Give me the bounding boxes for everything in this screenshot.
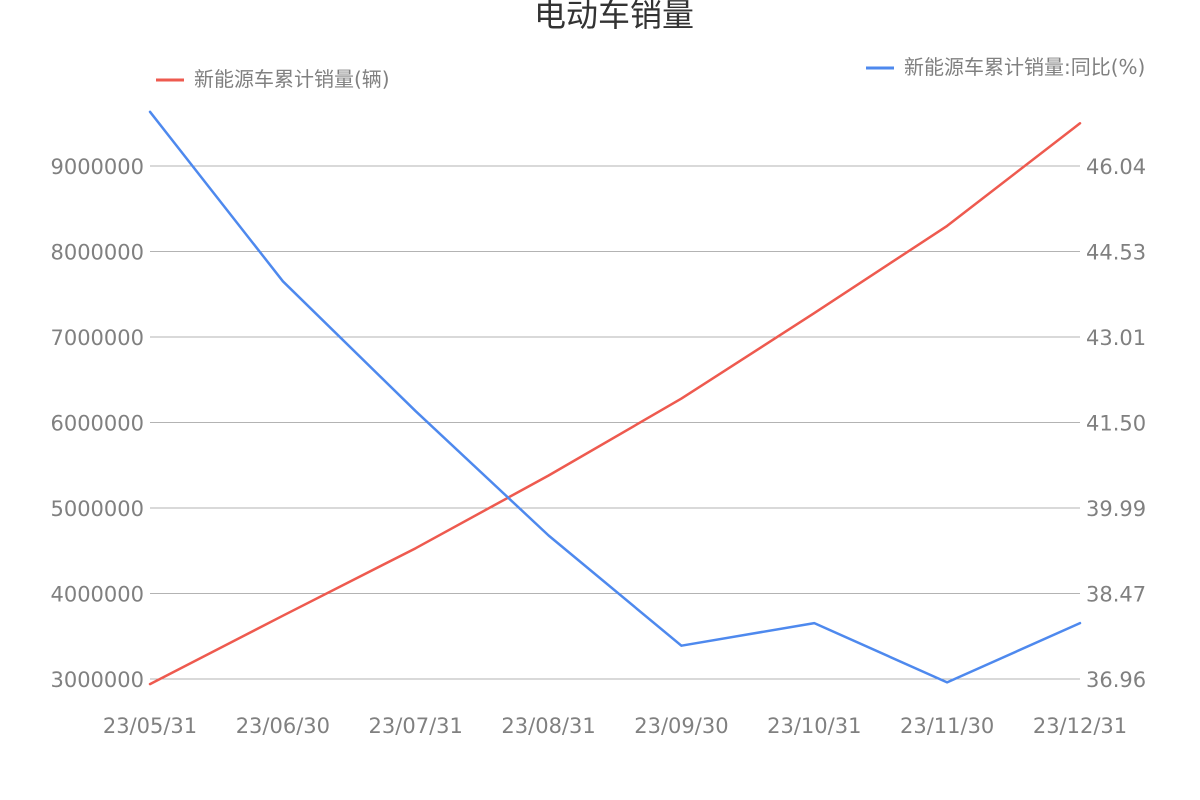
left-axis-tick-label: 5000000: [50, 497, 144, 521]
cumulative-sales-line: [148, 122, 1082, 686]
x-axis-tick-label: 23/12/31: [1033, 714, 1127, 738]
gridlines: [150, 165, 1080, 680]
left-axis-tick-label: 6000000: [50, 412, 144, 436]
left-axis-tick-label: 8000000: [50, 241, 144, 265]
left-axis-tick-label: 7000000: [50, 326, 144, 350]
x-axis-tick-label: 23/08/31: [501, 714, 595, 738]
left-axis-tick-label: 9000000: [50, 155, 144, 179]
yoy-growth-line: [148, 110, 1082, 684]
right-axis-tick-label: 46.04: [1086, 155, 1146, 179]
right-y-axis: 36.96 38.47 39.99 41.50 43.01 44.53 46.04: [1086, 155, 1146, 692]
right-axis-tick-label: 41.50: [1086, 412, 1146, 436]
legend-left: 新能源车累计销量(辆): [156, 67, 390, 91]
right-axis-tick-label: 36.96: [1086, 668, 1146, 692]
right-axis-tick-label: 38.47: [1086, 583, 1146, 607]
x-axis-tick-label: 23/07/31: [369, 714, 463, 738]
x-axis-tick-label: 23/10/31: [767, 714, 861, 738]
x-axis-tick-label: 23/09/30: [634, 714, 728, 738]
legend-right: 新能源车累计销量:同比(%): [866, 55, 1145, 79]
left-y-axis: 3000000 4000000 5000000 6000000 7000000 80000…: [50, 155, 144, 692]
right-axis-tick-label: 44.53: [1086, 241, 1146, 265]
right-axis-tick-label: 43.01: [1086, 326, 1146, 350]
left-axis-tick-label: 3000000: [50, 668, 144, 692]
right-axis-tick-label: 39.99: [1086, 497, 1146, 521]
legend-left-label: 新能源车累计销量(辆): [194, 67, 390, 91]
series-lines: [148, 110, 1082, 686]
x-axis-tick-label: 23/06/30: [236, 714, 330, 738]
x-axis-tick-label: 23/05/31: [103, 714, 197, 738]
x-axis: 23/05/31 23/06/30 23/07/31 23/08/31 23/09/30…: [103, 714, 1127, 738]
legend-right-label: 新能源车累计销量:同比(%): [904, 55, 1145, 79]
left-axis-tick-label: 4000000: [50, 583, 144, 607]
chart-title: 电动车销量: [534, 0, 694, 34]
x-axis-tick-label: 23/11/30: [900, 714, 994, 738]
